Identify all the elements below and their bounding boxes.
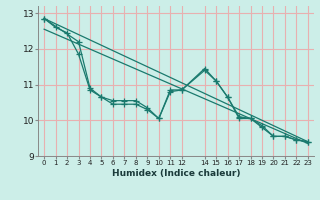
X-axis label: Humidex (Indice chaleur): Humidex (Indice chaleur) bbox=[112, 169, 240, 178]
